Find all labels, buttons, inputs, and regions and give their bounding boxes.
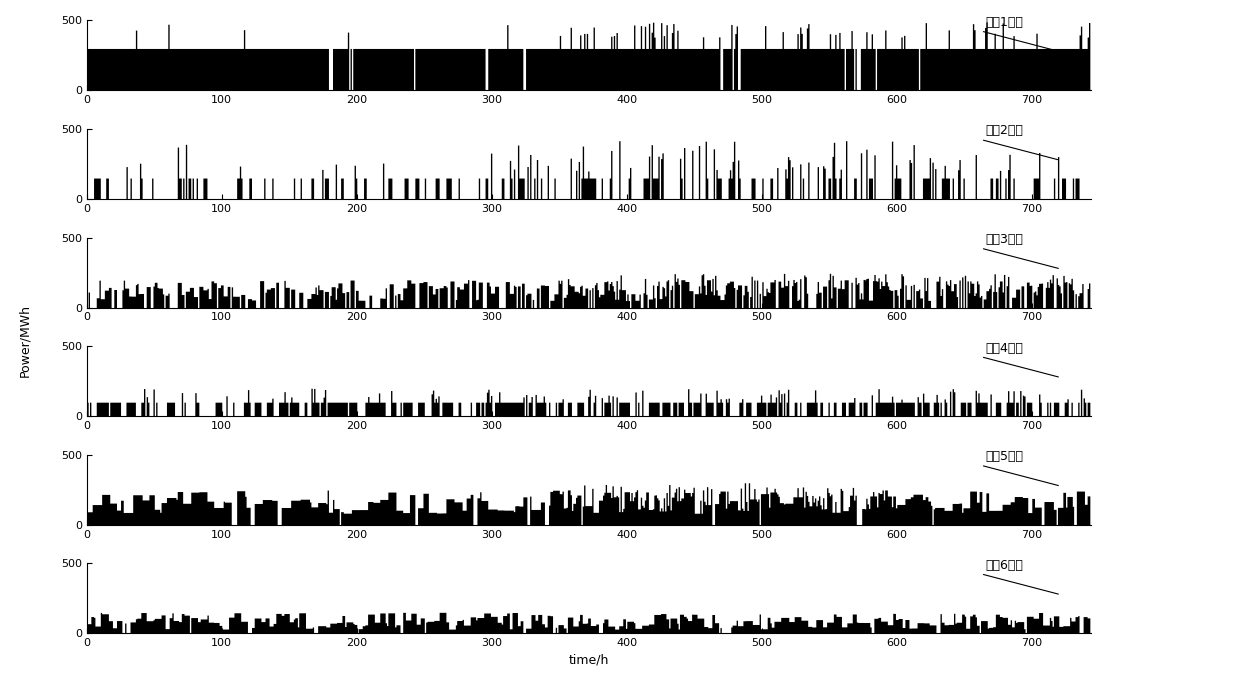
Text: Power/MWh: Power/MWh [19, 304, 31, 377]
Text: 机组3出力: 机组3出力 [986, 233, 1023, 246]
Text: 机组2出力: 机组2出力 [986, 125, 1023, 138]
X-axis label: time/h: time/h [569, 654, 609, 667]
Text: 机组1出力: 机组1出力 [986, 16, 1023, 29]
Text: 机组6出力: 机组6出力 [986, 558, 1023, 571]
Text: 机组5出力: 机组5出力 [986, 450, 1024, 463]
Text: 机组4出力: 机组4出力 [986, 342, 1023, 355]
